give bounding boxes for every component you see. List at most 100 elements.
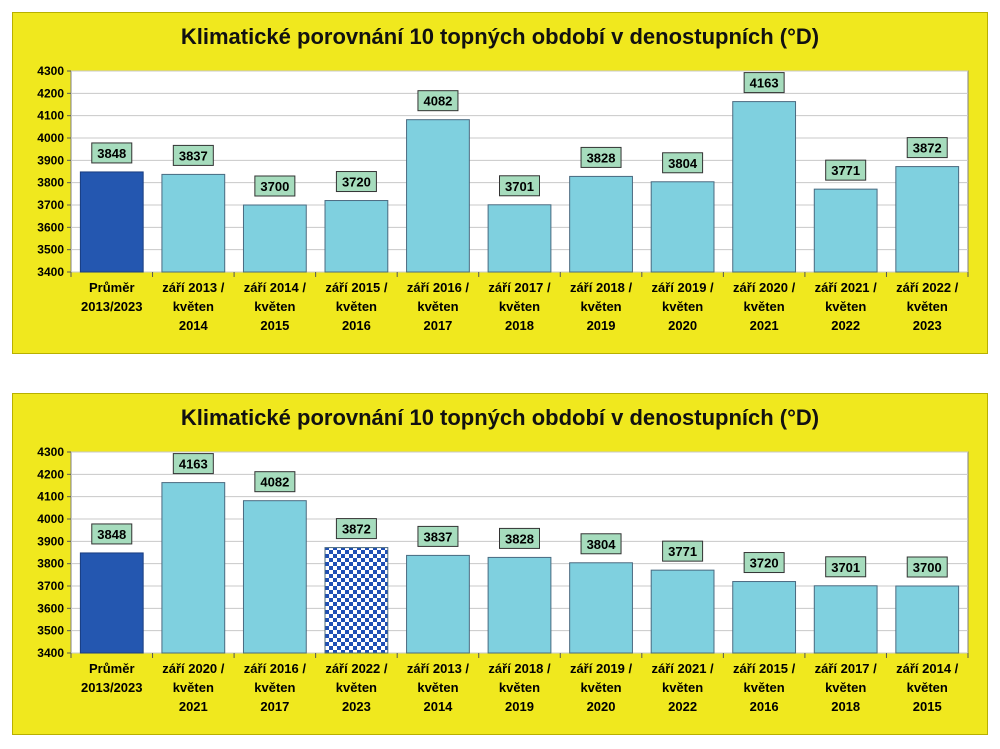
y-tick-label: 4300 <box>37 64 64 78</box>
y-tick-label: 3400 <box>37 646 64 660</box>
category-label: 2019 <box>587 318 616 333</box>
y-tick-label: 4200 <box>37 467 64 481</box>
category-label: září 2018 / <box>488 661 551 676</box>
bar <box>79 171 144 273</box>
category-label: září 2014 / <box>244 280 307 295</box>
data-label: 4163 <box>179 457 208 472</box>
data-label: 3804 <box>668 156 698 171</box>
data-label: 3848 <box>97 527 126 542</box>
data-label: 3771 <box>831 163 860 178</box>
data-label-box <box>417 90 459 112</box>
category-label: 2017 <box>423 318 452 333</box>
y-tick-label: 3500 <box>37 243 64 257</box>
category-label: září 2019 / <box>652 280 715 295</box>
category-label: 2014 <box>423 699 453 714</box>
category-label: květen <box>254 680 295 695</box>
y-tick-label: 4200 <box>37 86 64 100</box>
data-label: 4082 <box>260 475 289 490</box>
data-label: 3804 <box>587 537 617 552</box>
data-label-box <box>499 527 540 549</box>
bar <box>569 175 633 273</box>
data-label-box <box>172 453 214 475</box>
category-label: 2017 <box>260 699 289 714</box>
bar <box>79 552 144 654</box>
data-label-box <box>743 552 785 574</box>
bar <box>569 562 633 654</box>
bar <box>242 204 307 273</box>
category-label: 2015 <box>913 699 942 714</box>
data-label-box <box>825 159 867 181</box>
category-label: květen <box>580 299 621 314</box>
chart-title: Klimatické porovnání 10 topných období v… <box>180 24 820 49</box>
y-tick-label: 3900 <box>37 534 64 548</box>
category-label: 2013/2023 <box>81 299 142 314</box>
y-tick-label: 3800 <box>37 557 64 571</box>
category-label: 2021 <box>750 318 779 333</box>
bar <box>242 500 307 654</box>
category-label: září 2021 / <box>815 280 878 295</box>
category-label: květen <box>825 680 866 695</box>
bar <box>732 581 797 654</box>
category-label: 2015 <box>260 318 289 333</box>
data-label-box <box>825 556 867 578</box>
category-label: září 2019 / <box>570 661 633 676</box>
category-label: květen <box>173 680 214 695</box>
category-label: září 2022 / <box>325 661 388 676</box>
category-label: září 2015 / <box>733 661 796 676</box>
y-tick-label: 3700 <box>37 198 64 212</box>
category-label: září 2020 / <box>162 661 225 676</box>
data-label-box <box>417 525 459 547</box>
category-label: září 2014 / <box>896 661 959 676</box>
data-label: 3720 <box>342 175 371 190</box>
bar <box>487 204 552 273</box>
category-label: září 2016 / <box>407 280 470 295</box>
bar <box>650 569 715 654</box>
data-label-box <box>662 152 704 174</box>
bar <box>813 188 878 273</box>
bar <box>161 173 226 273</box>
y-tick-label: 4100 <box>37 490 64 504</box>
bar-chart-1: 3400 3500 3600 3700 3800 3900 4000 4100 4200 4300… <box>37 64 969 333</box>
data-label: 3872 <box>913 141 942 156</box>
category-label: květen <box>662 680 703 695</box>
category-label: 2018 <box>505 318 534 333</box>
y-tick-label: 3900 <box>37 153 64 167</box>
category-label: 2014 <box>179 318 209 333</box>
category-label: květen <box>580 680 621 695</box>
y-tick-label: 4100 <box>37 109 64 123</box>
category-label: 2016 <box>342 318 371 333</box>
bar <box>324 200 389 273</box>
category-label: květen <box>907 680 948 695</box>
bar <box>324 547 389 654</box>
bar <box>813 585 878 654</box>
category-label: 2013/2023 <box>81 680 142 695</box>
chart-panel-2: Klimatické porovnání 10 topných období v… <box>12 393 988 735</box>
category-label: květen <box>336 680 377 695</box>
category-label: září 2020 / <box>733 280 796 295</box>
data-label: 3828 <box>587 150 616 165</box>
category-label: květen <box>336 299 377 314</box>
data-label: 3828 <box>505 531 534 546</box>
data-label-box <box>335 171 377 193</box>
category-label: květen <box>744 680 785 695</box>
data-label: 4163 <box>750 76 779 91</box>
data-label: 3700 <box>260 179 289 194</box>
chart-panel-1: Klimatické porovnání 10 topných období v… <box>12 12 988 354</box>
category-label: 2023 <box>913 318 942 333</box>
category-label: 2020 <box>668 318 697 333</box>
category-label: září 2022 / <box>896 280 959 295</box>
category-label: 2019 <box>505 699 534 714</box>
data-label-box <box>499 175 540 197</box>
data-label-box <box>172 144 214 166</box>
bar <box>487 556 552 654</box>
data-label: 3837 <box>423 529 452 544</box>
category-label: září 2015 / <box>325 280 388 295</box>
y-tick-label: 3600 <box>37 220 64 234</box>
data-label: 3720 <box>750 556 779 571</box>
bar <box>895 585 960 654</box>
category-label: 2018 <box>831 699 860 714</box>
category-label: květen <box>662 299 703 314</box>
category-label: září 2017 / <box>488 280 551 295</box>
data-label-box <box>335 518 377 540</box>
category-label: květen <box>417 299 458 314</box>
